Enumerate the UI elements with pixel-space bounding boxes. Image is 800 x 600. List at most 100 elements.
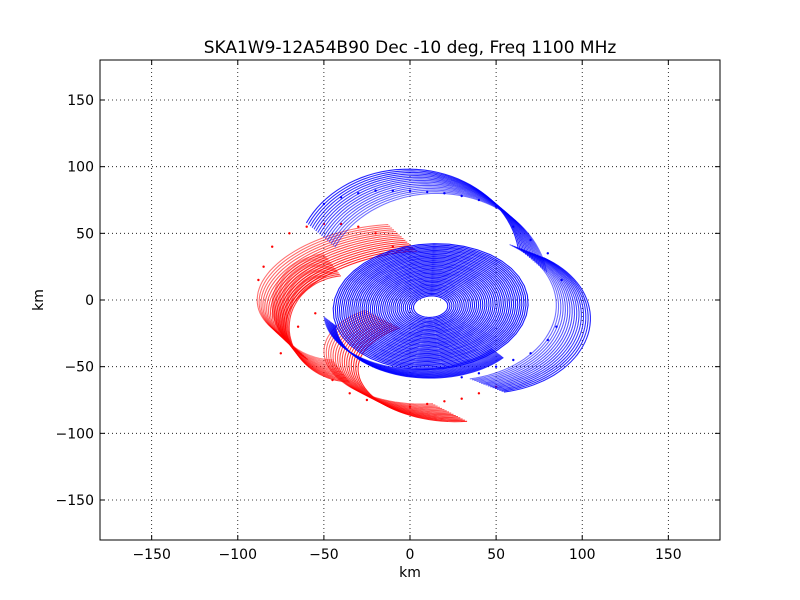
blue-core-track [359, 260, 502, 353]
blue-core-track [351, 255, 511, 359]
red-track [281, 246, 414, 357]
red-point [443, 400, 446, 403]
blue-core-track [377, 272, 484, 341]
blue-core-track [336, 245, 525, 368]
y-tick-label: −100 [56, 426, 94, 442]
blue-core-track [349, 253, 513, 360]
red-point [365, 398, 369, 402]
blue-point [494, 365, 498, 368]
blue-core-track [400, 287, 461, 326]
blue-core-track [398, 286, 463, 328]
blue-point [339, 196, 343, 199]
blue-core-track [386, 277, 476, 336]
blue-core-track [404, 290, 457, 324]
blue-core-track [384, 276, 478, 337]
blue-core-track [382, 275, 480, 339]
axis-ticks [100, 60, 720, 540]
red-track [353, 324, 463, 420]
blue-point [391, 189, 394, 192]
y-tick-label: 100 [67, 160, 94, 176]
blue-point [494, 205, 498, 208]
red-point [357, 225, 360, 228]
y-axis-label: km [31, 289, 47, 311]
x-tick-label: 150 [655, 547, 682, 563]
blue-point [546, 338, 549, 342]
blue-track [503, 257, 591, 393]
y-tick-label: 50 [76, 226, 94, 242]
blue-core-track [396, 284, 465, 329]
x-tick-label: 0 [406, 547, 415, 563]
blue-core-track [363, 263, 498, 351]
x-tick-label: 50 [487, 547, 505, 563]
red-point [408, 405, 412, 408]
blue-core-track [375, 271, 486, 343]
blue-core-track [406, 291, 455, 322]
red-track [260, 227, 393, 338]
red-point [314, 312, 317, 315]
red-point [331, 378, 334, 382]
red-track [268, 234, 400, 345]
red-track [273, 239, 406, 350]
blue-core-track [332, 243, 529, 371]
blue-track [481, 248, 569, 384]
blue-point [374, 189, 377, 192]
red-track [275, 241, 408, 352]
blue-point [443, 192, 446, 195]
blue-core-track [357, 259, 504, 355]
red-track [262, 229, 395, 339]
blue-core-track [412, 295, 449, 318]
x-tick-label: 100 [569, 547, 596, 563]
red-point [460, 397, 463, 400]
red-track [346, 321, 456, 417]
red-track [266, 232, 398, 343]
blue-core-track [390, 280, 472, 333]
blue-track [494, 253, 582, 390]
red-track [264, 230, 396, 341]
red-track [279, 245, 412, 355]
red-point [426, 402, 429, 406]
x-tick-label: −50 [309, 547, 339, 563]
x-axis-label: km [399, 565, 421, 581]
x-tick-label: −100 [219, 547, 257, 563]
blue-point [529, 238, 532, 242]
blue-core-track [340, 248, 521, 365]
blue-core-track [342, 249, 519, 364]
blue-point [460, 194, 463, 198]
blue-point [529, 352, 532, 355]
blue-core-track [380, 273, 482, 340]
red-point [348, 392, 351, 395]
series-blue-tracks [305, 168, 591, 393]
blue-track [490, 252, 578, 388]
blue-point [555, 325, 558, 328]
blue-core-track [369, 267, 492, 347]
blue-core-track [353, 256, 509, 357]
plot-area: −150 −100 −50 0 50 100 150 −150 −100 −50 0 50 100 15… [56, 59, 721, 563]
blue-core-track [388, 279, 474, 335]
blue-point [560, 278, 563, 282]
blue-track [474, 245, 562, 382]
red-track [271, 238, 404, 348]
x-tick-labels: −150 −100 −50 0 50 100 150 [132, 547, 681, 563]
blue-track [483, 249, 571, 385]
blue-track [485, 250, 573, 386]
blue-track [305, 168, 519, 249]
red-track [258, 225, 391, 336]
red-track [341, 319, 452, 414]
red-point [296, 325, 300, 328]
blue-track [487, 251, 576, 387]
red-track [288, 275, 350, 383]
blue-track [476, 246, 564, 383]
red-point [262, 265, 265, 268]
series-red-tracks [256, 222, 498, 423]
blue-track [478, 247, 566, 383]
red-track [274, 257, 337, 365]
red-track [269, 236, 402, 346]
blue-track [334, 325, 504, 379]
red-track [285, 250, 417, 360]
grid [100, 60, 720, 540]
y-tick-label: −150 [56, 493, 94, 509]
blue-core-track [394, 283, 467, 331]
blue-point [546, 252, 549, 255]
red-point [271, 245, 274, 248]
